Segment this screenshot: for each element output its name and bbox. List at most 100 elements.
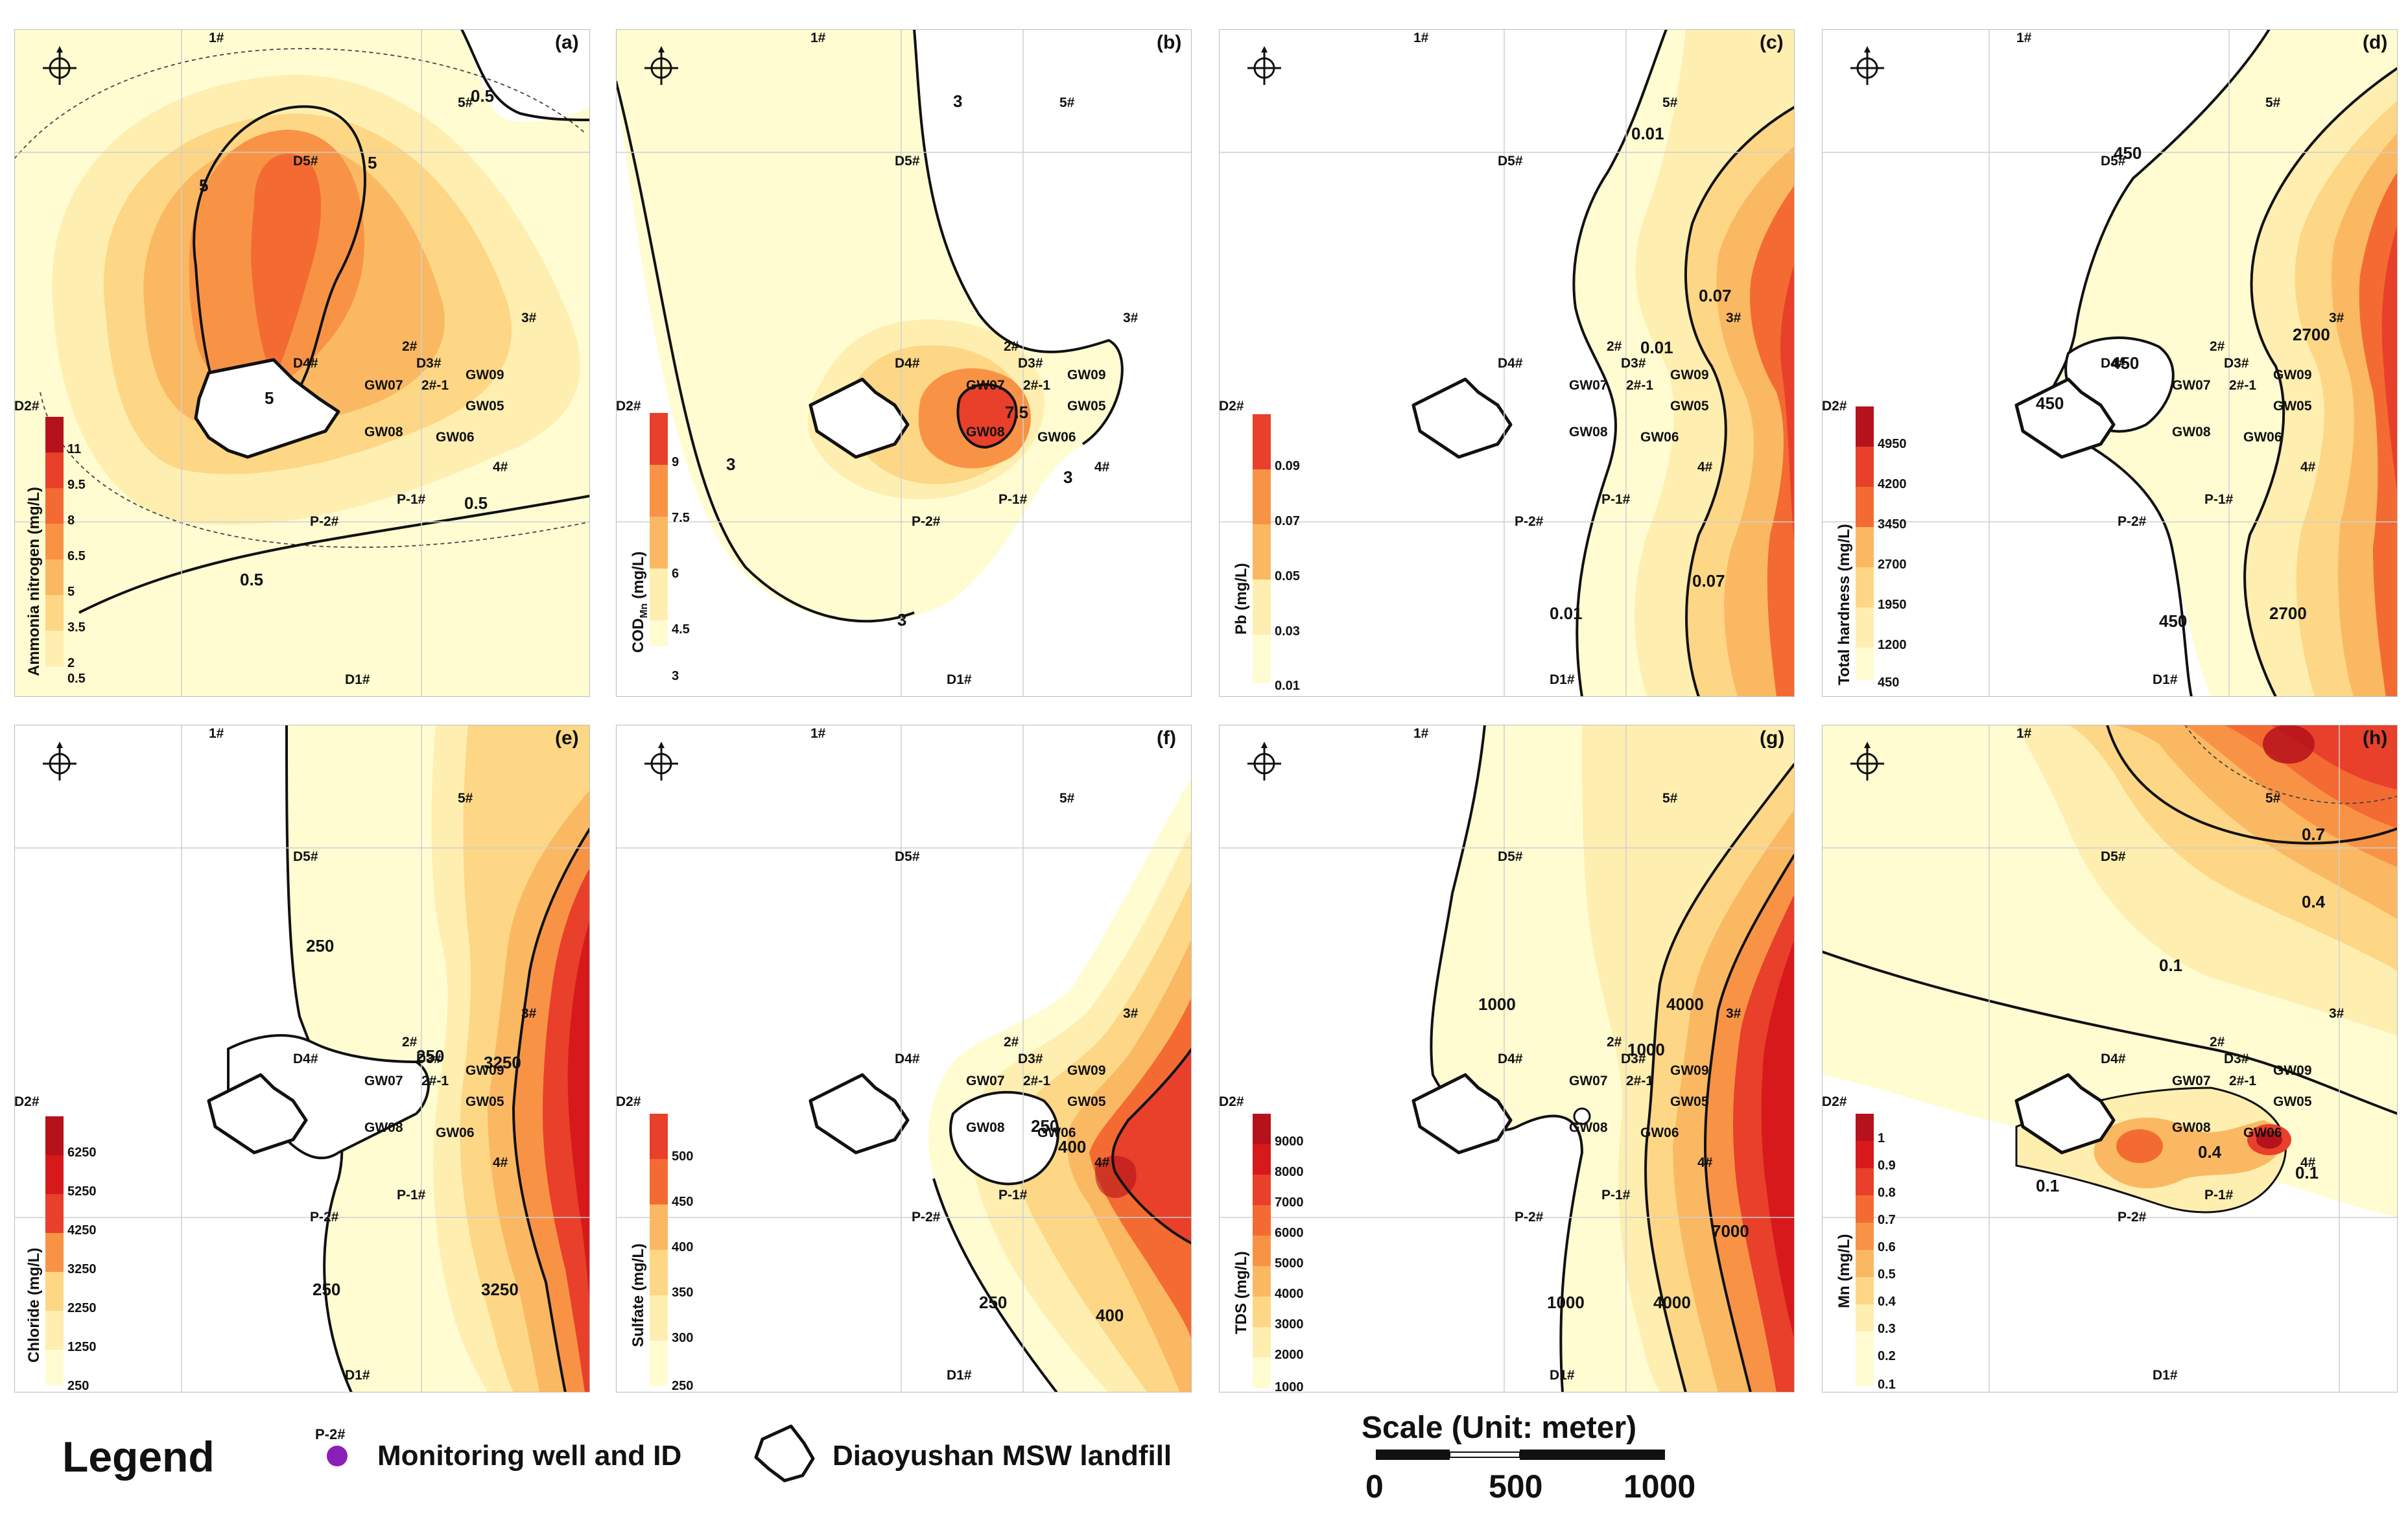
well-label: 2# [1004, 339, 1019, 354]
well-label: D1# [345, 1368, 370, 1383]
contour-label: 0.1 [2159, 956, 2182, 975]
well-label: D5# [2101, 849, 2126, 864]
colorbar-tick: 500 [672, 1149, 693, 1164]
colorbar-tick: 0.7 [1878, 1213, 1896, 1227]
contour-label: 0.4 [2302, 892, 2326, 911]
well-label: D5# [293, 154, 318, 169]
colorbar-tick: 4950 [1878, 437, 1907, 451]
well-label: P-1# [2204, 492, 2234, 507]
well-label: GW06 [1037, 1125, 1076, 1140]
contour-label: 0.07 [1692, 571, 1725, 591]
contour-label: 5 [199, 176, 208, 195]
well-label: D1# [1550, 1368, 1575, 1383]
well-label: D3# [2224, 356, 2249, 371]
well-label: 1# [1413, 726, 1429, 741]
contour-labels-e: 250 3250 250 250 3250 [306, 936, 521, 1299]
contour-label: 3 [1063, 467, 1072, 487]
contour-label: 7000 [1712, 1221, 1749, 1241]
wells-c: 1# 5# D5# 3# 2# D3# D4# GW07 2#-1 GW09 G… [1219, 30, 1741, 687]
colorbar-tick: 0.5 [67, 672, 86, 686]
well-label: D4# [895, 356, 920, 371]
north-arrow-compass-icon [43, 742, 77, 781]
well-label: D2# [1219, 399, 1244, 414]
well-label: P-1# [998, 1188, 1028, 1203]
well-label: GW07 [2172, 378, 2211, 393]
legend-landfill-text: Diaoyushan MSW landfill [832, 1440, 1172, 1472]
well-label: D4# [293, 356, 318, 371]
colorbar-tick: 6 [672, 567, 679, 581]
colorbar-title: Sulfate (mg/L) [630, 1243, 647, 1347]
contour-labels-c: 0.01 0.07 0.01 0.07 0.01 [1550, 124, 1732, 623]
panel-f: (f) 250 400 250 400 1# 5# D5# 3# 2# D3# … [616, 725, 1192, 1393]
contour-label: 250 [979, 1293, 1007, 1312]
well-label: 3# [2329, 311, 2344, 325]
well-label: 3# [1123, 311, 1139, 325]
panel-a-label: (a) [555, 32, 579, 53]
colorbar-tick: 0.01 [1275, 679, 1300, 693]
colorbar-tick: 0.3 [1878, 1322, 1896, 1336]
colorbar-tick: 8 [67, 513, 75, 528]
wells-d: 1# 5# D5# 3# 2# D3# D4# GW07 2#-1 GW09 G… [1822, 30, 2344, 687]
well-label: D4# [2101, 1051, 2126, 1066]
panel-f-label: (f) [1157, 727, 1176, 749]
legend-well-sample-id: P-2# [315, 1426, 345, 1442]
contour-label: 4000 [1666, 994, 1704, 1014]
contour-label: 450 [2111, 353, 2139, 373]
contour-label: 0.01 [1631, 124, 1664, 143]
well-label: GW09 [1670, 368, 1709, 382]
well-label: 5# [2265, 791, 2281, 806]
well-label: GW09 [2273, 368, 2312, 382]
contour-label: 450 [2159, 611, 2187, 631]
colorbar-title: Pb (mg/L) [1233, 563, 1250, 635]
well-label: 1# [209, 726, 224, 741]
panel-b-label: (b) [1157, 32, 1181, 53]
scale-title: Scale (Unit: meter) [1362, 1411, 1636, 1445]
colorbar-a: 11 9.5 8 6.5 5 3.5 2 0.5 Ammonia nitroge… [25, 417, 86, 686]
colorbar-tick: 4250 [67, 1223, 97, 1238]
scale-bar: Scale (Unit: meter) 0 500 1000 [1362, 1411, 1695, 1505]
well-label: P-2# [2118, 1210, 2147, 1225]
well-label: GW08 [364, 1120, 403, 1135]
well-label: D2# [616, 399, 641, 414]
well-label: D1# [2153, 672, 2178, 687]
contour-label: 250 [313, 1280, 340, 1299]
well-label: P-2# [1515, 514, 1544, 529]
colorbar-tick: 0.6 [1878, 1240, 1896, 1254]
colorbar-tick: 0.8 [1878, 1186, 1896, 1200]
well-label: P-2# [912, 514, 941, 529]
well-label: 4# [1094, 460, 1110, 475]
contour-label: 3 [953, 91, 962, 111]
well-label: D3# [1018, 356, 1043, 371]
well-label: 2#-1 [2229, 378, 2256, 393]
colorbar-title: Ammonia nitrogen (mg/L) [25, 487, 43, 676]
well-label: D5# [2101, 154, 2126, 169]
colorbar-title: TDS (mg/L) [1233, 1251, 1250, 1334]
colorbar-tick: 2000 [1275, 1348, 1304, 1362]
colorbar-tick: 0.07 [1275, 514, 1300, 528]
well-label: D3# [1621, 356, 1646, 371]
colorbar-tick: 3000 [1275, 1317, 1304, 1332]
well-label: GW05 [466, 399, 504, 414]
well-label: P-2# [2118, 514, 2147, 529]
well-label: 5# [1059, 95, 1075, 110]
colorbar-tick: 2250 [67, 1301, 97, 1315]
north-arrow-compass-icon [644, 742, 678, 781]
contour-label: 1000 [1478, 994, 1516, 1014]
well-label: P-1# [998, 492, 1028, 507]
well-label: GW09 [1670, 1063, 1709, 1078]
colorbar-tick: 4200 [1878, 477, 1907, 491]
well-label: GW05 [2273, 1094, 2312, 1109]
colorbar-tick: 0.09 [1275, 459, 1300, 473]
well-label: P-1# [397, 1188, 426, 1203]
well-label: 1# [2016, 726, 2032, 741]
contour-labels-d: 450 2700 450 450 450 2700 [2036, 143, 2330, 631]
colorbar-tick: 0.2 [1878, 1349, 1896, 1363]
panel-a: (a) 0.5 5 5 5 0.5 0.5 1# 5# D5# 3# 2# D3… [14, 29, 590, 697]
well-label: D5# [1498, 849, 1523, 864]
contour-label: 2700 [2269, 604, 2307, 623]
contour-labels-f: 250 400 250 400 [979, 1116, 1124, 1325]
contour-label: 4000 [1653, 1293, 1691, 1312]
landfill-outline-icon [754, 1424, 815, 1483]
contour-label: 0.1 [2036, 1176, 2059, 1195]
well-label: GW08 [1569, 1120, 1608, 1135]
